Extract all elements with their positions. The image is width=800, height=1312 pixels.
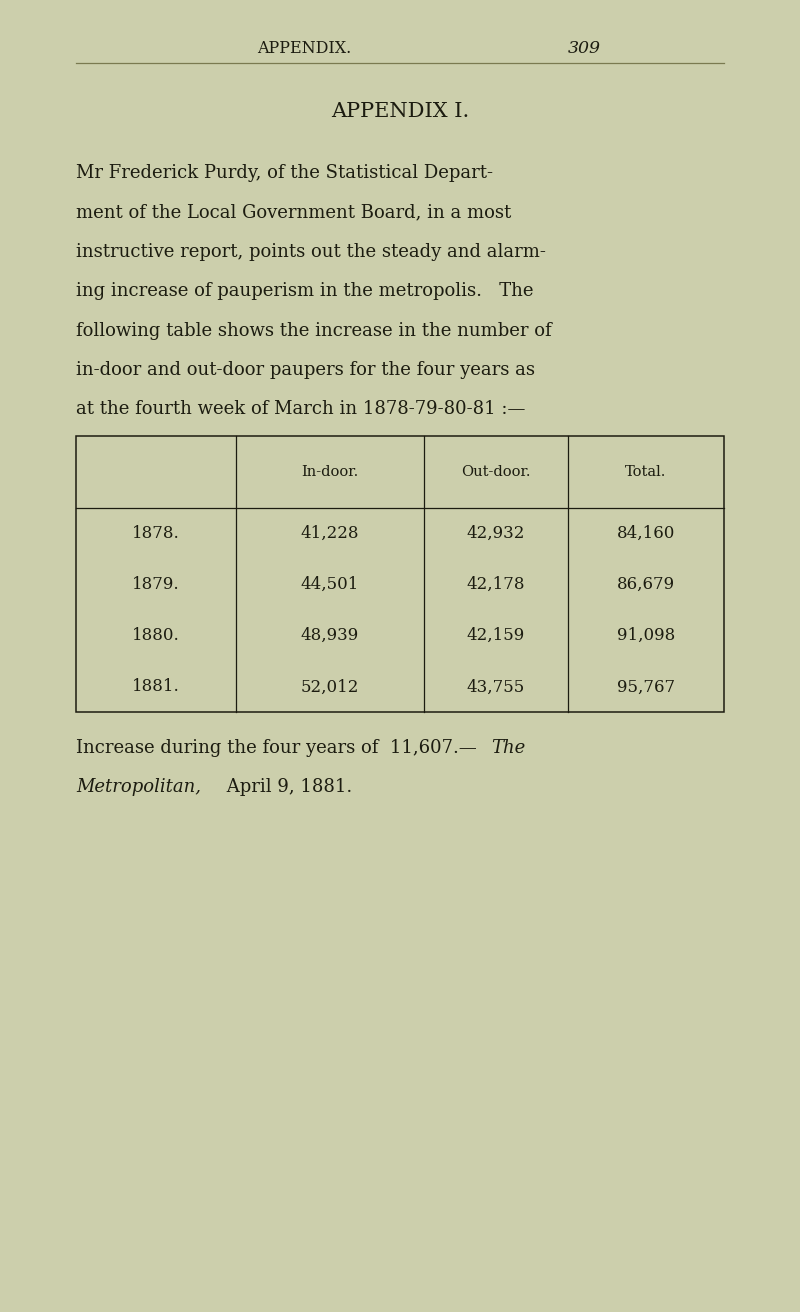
Text: 1881.: 1881. xyxy=(132,678,180,695)
Text: 91,098: 91,098 xyxy=(617,627,675,644)
Text: Total.: Total. xyxy=(626,464,666,479)
Text: Mr Frederick Purdy, of the Statistical Depart-: Mr Frederick Purdy, of the Statistical D… xyxy=(76,164,493,182)
Text: 309: 309 xyxy=(567,41,601,56)
Text: at the fourth week of March in 1878-79-80-81 :—: at the fourth week of March in 1878-79-8… xyxy=(76,400,526,419)
Text: 52,012: 52,012 xyxy=(301,678,359,695)
Text: 42,178: 42,178 xyxy=(466,576,526,593)
Text: in-door and out-door paupers for the four years as: in-door and out-door paupers for the fou… xyxy=(76,361,535,379)
Text: 1880.: 1880. xyxy=(132,627,180,644)
Text: APPENDIX.: APPENDIX. xyxy=(257,41,351,56)
Text: Increase during the four years of  11,607.—: Increase during the four years of 11,607… xyxy=(76,739,477,757)
Text: ing increase of pauperism in the metropolis.   The: ing increase of pauperism in the metropo… xyxy=(76,282,534,300)
Text: 48,939: 48,939 xyxy=(301,627,359,644)
Text: 43,755: 43,755 xyxy=(467,678,525,695)
Text: APPENDIX I.: APPENDIX I. xyxy=(331,102,469,121)
Text: 86,679: 86,679 xyxy=(617,576,675,593)
Text: Metropolitan,: Metropolitan, xyxy=(76,778,201,796)
Text: 1879.: 1879. xyxy=(132,576,180,593)
Text: 42,159: 42,159 xyxy=(467,627,525,644)
Text: 41,228: 41,228 xyxy=(301,525,359,542)
Text: Out-door.: Out-door. xyxy=(462,464,530,479)
Text: 84,160: 84,160 xyxy=(617,525,675,542)
Text: The: The xyxy=(491,739,526,757)
Text: 1878.: 1878. xyxy=(132,525,180,542)
Text: ment of the Local Government Board, in a most: ment of the Local Government Board, in a… xyxy=(76,203,511,222)
Text: following table shows the increase in the number of: following table shows the increase in th… xyxy=(76,321,552,340)
Text: April 9, 1881.: April 9, 1881. xyxy=(221,778,352,796)
Text: 44,501: 44,501 xyxy=(301,576,359,593)
Text: In-door.: In-door. xyxy=(302,464,358,479)
Bar xyxy=(76,436,724,712)
Text: 95,767: 95,767 xyxy=(617,678,675,695)
Text: instructive report, points out the steady and alarm-: instructive report, points out the stead… xyxy=(76,243,546,261)
Text: 42,932: 42,932 xyxy=(467,525,525,542)
